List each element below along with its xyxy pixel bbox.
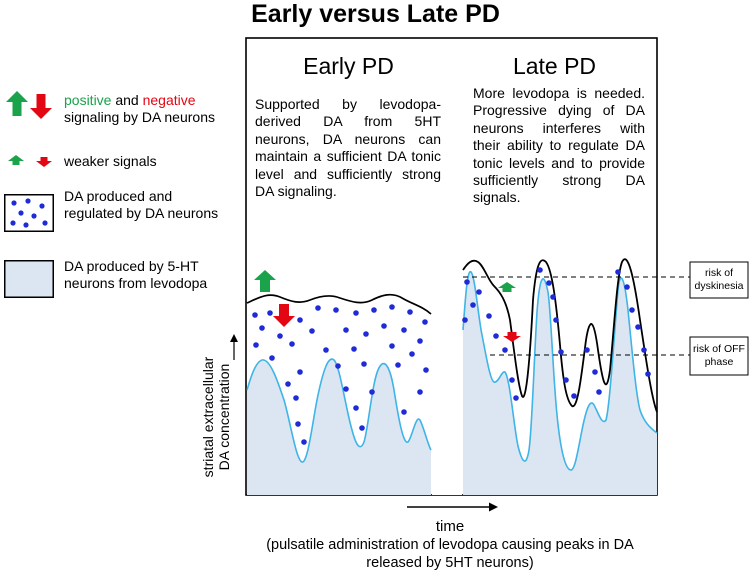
signals-rest: signaling by DA neurons	[64, 108, 215, 125]
positive-word: positive	[64, 92, 112, 108]
y-axis-label-line1: striatal extracellular	[200, 356, 216, 478]
small-red-arrow-icon	[36, 157, 52, 167]
green-up-arrow-icon	[6, 91, 28, 116]
early-positive-arrow-icon	[254, 270, 276, 292]
early-dots	[252, 304, 429, 445]
x-axis-caption: (pulsatile administration of levodopa ca…	[266, 537, 634, 571]
early-pd-heading: Early PD	[303, 53, 394, 79]
late-ht-area	[463, 271, 657, 495]
negative-word: negative	[142, 92, 196, 108]
late-pd-heading: Late PD	[512, 53, 597, 79]
blue-box-icon	[4, 260, 54, 298]
legend: positive and negative signaling by DA ne…	[0, 80, 240, 310]
small-green-arrow-icon	[8, 155, 24, 165]
risk-dyskinesia-label: risk of dyskinesia	[694, 267, 744, 292]
legend-weak-arrows-icon	[8, 155, 52, 167]
x-axis-label: time	[435, 518, 465, 535]
early-total-line	[246, 293, 432, 315]
panel-gap	[432, 240, 462, 495]
y-axis-label-line2: DA concentration	[216, 363, 232, 471]
y-axis-arrowhead-icon	[230, 334, 238, 342]
late-dots	[462, 267, 651, 401]
late-pd-description: More levodopa is needed. Progressive dyi…	[473, 85, 645, 206]
risk-off-phase-label: risk of OFF phase	[693, 343, 745, 368]
legend-weaker-signals-text: weaker signals	[64, 153, 157, 169]
early-ht-line	[246, 358, 432, 463]
dots-box-icon	[4, 194, 54, 232]
late-weak-negative-arrow-icon	[503, 332, 521, 342]
dyskinesia-box	[689, 261, 749, 299]
early-negative-arrow-icon	[273, 304, 295, 327]
red-down-arrow-icon	[30, 94, 52, 119]
y-axis-label: striatal extracellular DA concentration	[200, 337, 234, 497]
legend-da-neurons-text: DA produced and regulated by DA neurons	[64, 188, 219, 221]
late-weak-positive-arrow-icon	[498, 282, 516, 292]
legend-signals-text: positive and negative signaling by DA ne…	[64, 92, 215, 125]
early-ht-area	[247, 359, 431, 495]
legend-arrows-icon	[6, 91, 52, 119]
x-axis-arrowhead-icon	[489, 502, 498, 512]
early-pd-description: Supported by levodopa-derived DA from 5H…	[255, 96, 441, 200]
off-box	[689, 336, 749, 376]
legend-ht-neurons-text: DA produced by 5-HT neurons from levodop…	[64, 258, 208, 291]
page-title: Early versus Late PD	[251, 0, 500, 28]
